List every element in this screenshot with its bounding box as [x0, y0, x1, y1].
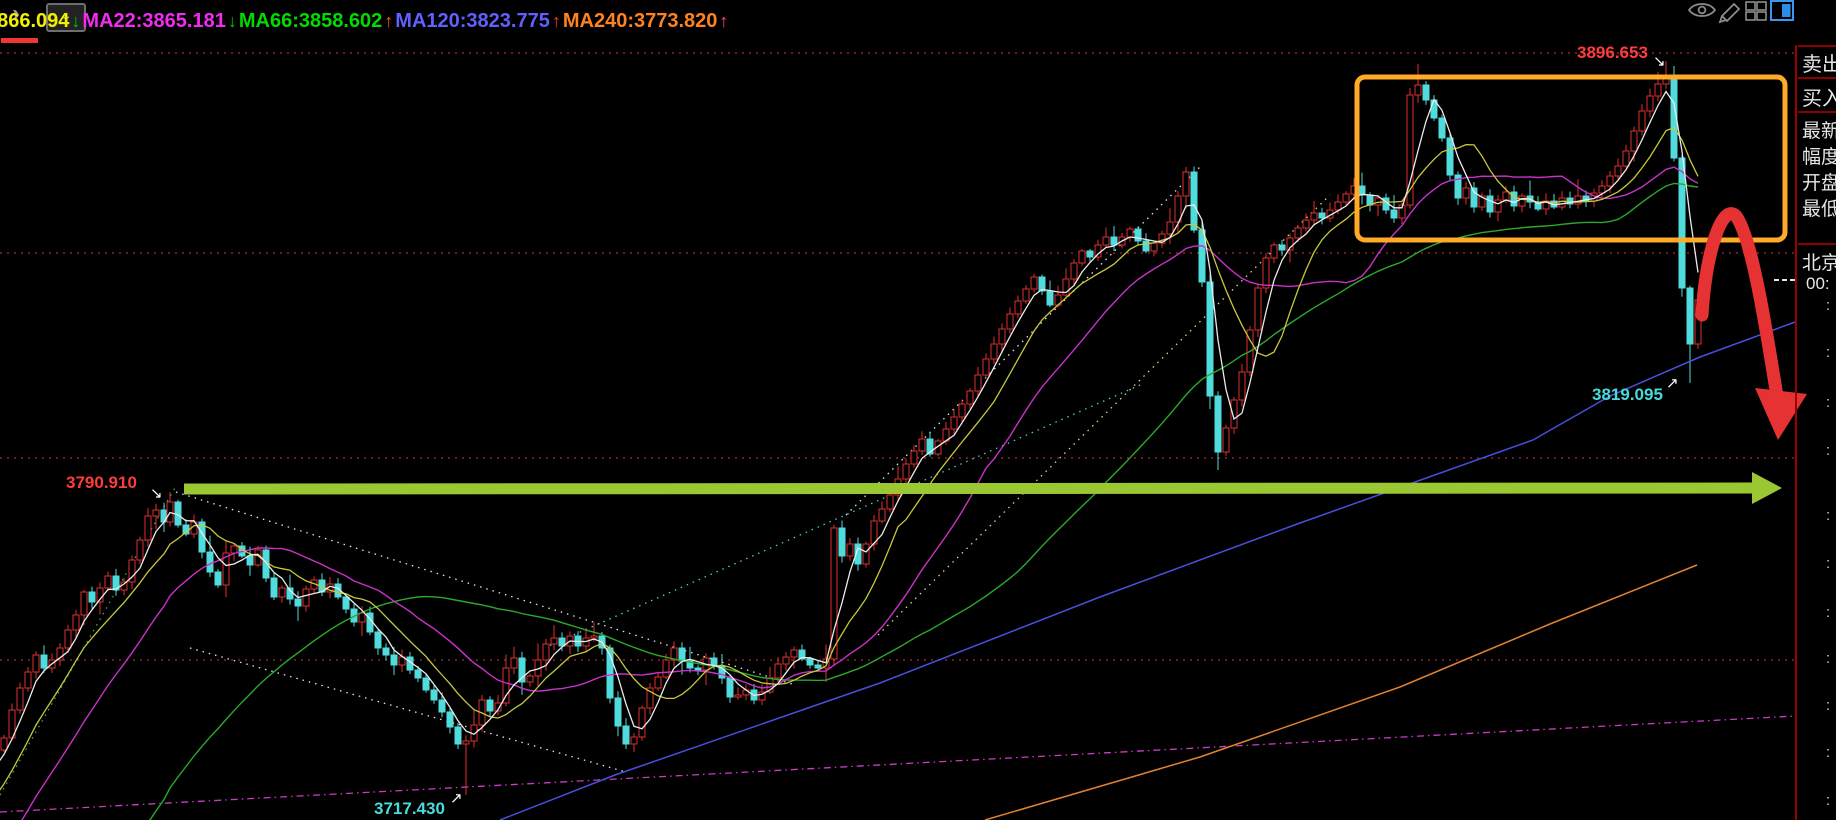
eye-icon[interactable]: [1687, 3, 1717, 17]
timezone-label: 北京: [1802, 253, 1836, 274]
ma-direction-icon: ↑: [384, 11, 394, 31]
stat-open-label: 开盘: [1802, 173, 1836, 194]
ma-direction-icon: ↓: [71, 11, 81, 31]
wedge-upper-dotted: [175, 491, 793, 685]
stat-low-label: 最低: [1802, 199, 1836, 220]
edge-ticks: :::::::::::: [1826, 297, 1830, 809]
baseline-magenta-dash: [0, 715, 1796, 813]
price-annotation: 3790.910 ↘: [66, 473, 163, 502]
rising-cyan-dotted: [543, 384, 1141, 649]
price-annotation: 3896.653 ↘: [1577, 43, 1666, 70]
price-annotation: 3819.095↗: [1592, 375, 1679, 404]
edge-tick: :: [1826, 297, 1830, 314]
sidebar-separator: [1798, 45, 1836, 47]
pencil-icon[interactable]: [1718, 2, 1741, 24]
trend-arrow-green: [183, 472, 1782, 504]
edge-tick: :: [1826, 555, 1830, 572]
ma-yellow-fast: [0, 126, 1699, 791]
indicator-dropdown[interactable]: ⌄: [46, 3, 86, 32]
pointer-arrow-icon: ↘: [150, 485, 163, 502]
pointer-arrow-icon: ↗: [450, 790, 463, 807]
edge-tick: :: [1826, 507, 1830, 524]
indicator-toolbar: › ⌄ 3866.094↓MA22:3865.181↓MA66:3858.602…: [0, 0, 1500, 40]
sell-button[interactable]: 卖出: [1802, 54, 1836, 76]
edge-tick: :: [1826, 650, 1830, 667]
price-label: 3896.653: [1577, 43, 1648, 62]
highlight-box: [1354, 74, 1788, 243]
wedge-lower-dotted: [189, 647, 627, 773]
ma120-blue: [499, 321, 1796, 820]
ma-white-fast: [0, 90, 1699, 762]
pointer-arrow-icon: ↘: [1653, 53, 1666, 70]
edge-tick: :: [1826, 394, 1830, 411]
ma-value-label: MA120:3823.775: [395, 10, 550, 32]
ma-value-label: MA240:3773.820: [562, 10, 718, 32]
sidebar-accent-bar: [1, 38, 38, 43]
price-label: 3790.910: [66, 473, 137, 492]
right-sidebar: 卖出 买入 最新 幅度 开盘 最低 北京 00:: [1798, 0, 1836, 820]
toolbar-icons: [1687, 0, 1794, 24]
ma-value-label: MA66:3858.602: [238, 10, 383, 32]
edge-tick: :: [1826, 792, 1830, 809]
ma-magenta-22: [21, 166, 1699, 820]
trendlines-layer: [0, 164, 1796, 813]
ma-value-label: 3866.094: [0, 10, 70, 32]
pointer-arrow-icon: ↗: [1666, 375, 1679, 392]
stat-latest-label: 最新: [1802, 121, 1836, 142]
ma-value-label: MA22:3865.181: [82, 10, 226, 32]
clock-label: 00:: [1806, 274, 1830, 293]
price-annotation: 3717.430 ↗: [374, 790, 463, 818]
panel-icon[interactable]: [1770, 0, 1794, 21]
edge-tick: :: [1826, 604, 1830, 621]
ma-lines-layer: [0, 90, 1796, 820]
panel-divider: [1795, 45, 1797, 820]
ma-direction-icon: ↑: [551, 11, 561, 31]
ma-direction-icon: ↓: [227, 11, 237, 31]
sidebar-separator: [1798, 111, 1836, 113]
nav-next-icon[interactable]: ›: [12, 0, 20, 27]
chevron-down-icon: ⌄: [59, 7, 73, 24]
stat-range-label: 幅度: [1802, 147, 1836, 168]
ma-direction-icon: ↑: [719, 11, 729, 31]
edge-tick: :: [1826, 344, 1830, 361]
support-green-dotted: [0, 485, 177, 796]
ma-values-bar: 3866.094↓MA22:3865.181↓MA66:3858.602↑MA1…: [0, 10, 730, 33]
sidebar-separator: [1798, 243, 1836, 245]
ma-green-66: [149, 182, 1699, 820]
sidebar-separator: [1798, 77, 1836, 79]
buy-button[interactable]: 买入: [1802, 88, 1836, 110]
channel-upper-dotted: [845, 164, 1203, 516]
candles-layer: [0, 61, 1702, 795]
crash-arrow-red: [1695, 207, 1807, 440]
edge-tick: :: [1826, 442, 1830, 459]
grid-icon[interactable]: [1745, 1, 1767, 21]
edge-tick: :: [1826, 697, 1830, 714]
ma240-orange: [984, 564, 1698, 820]
edge-tick: :: [1826, 744, 1830, 761]
price-label: 3819.095: [1592, 385, 1663, 404]
price-label: 3717.430: [374, 799, 445, 818]
gridlines-layer: [0, 52, 1795, 661]
channel-lower-dotted: [877, 194, 1331, 636]
